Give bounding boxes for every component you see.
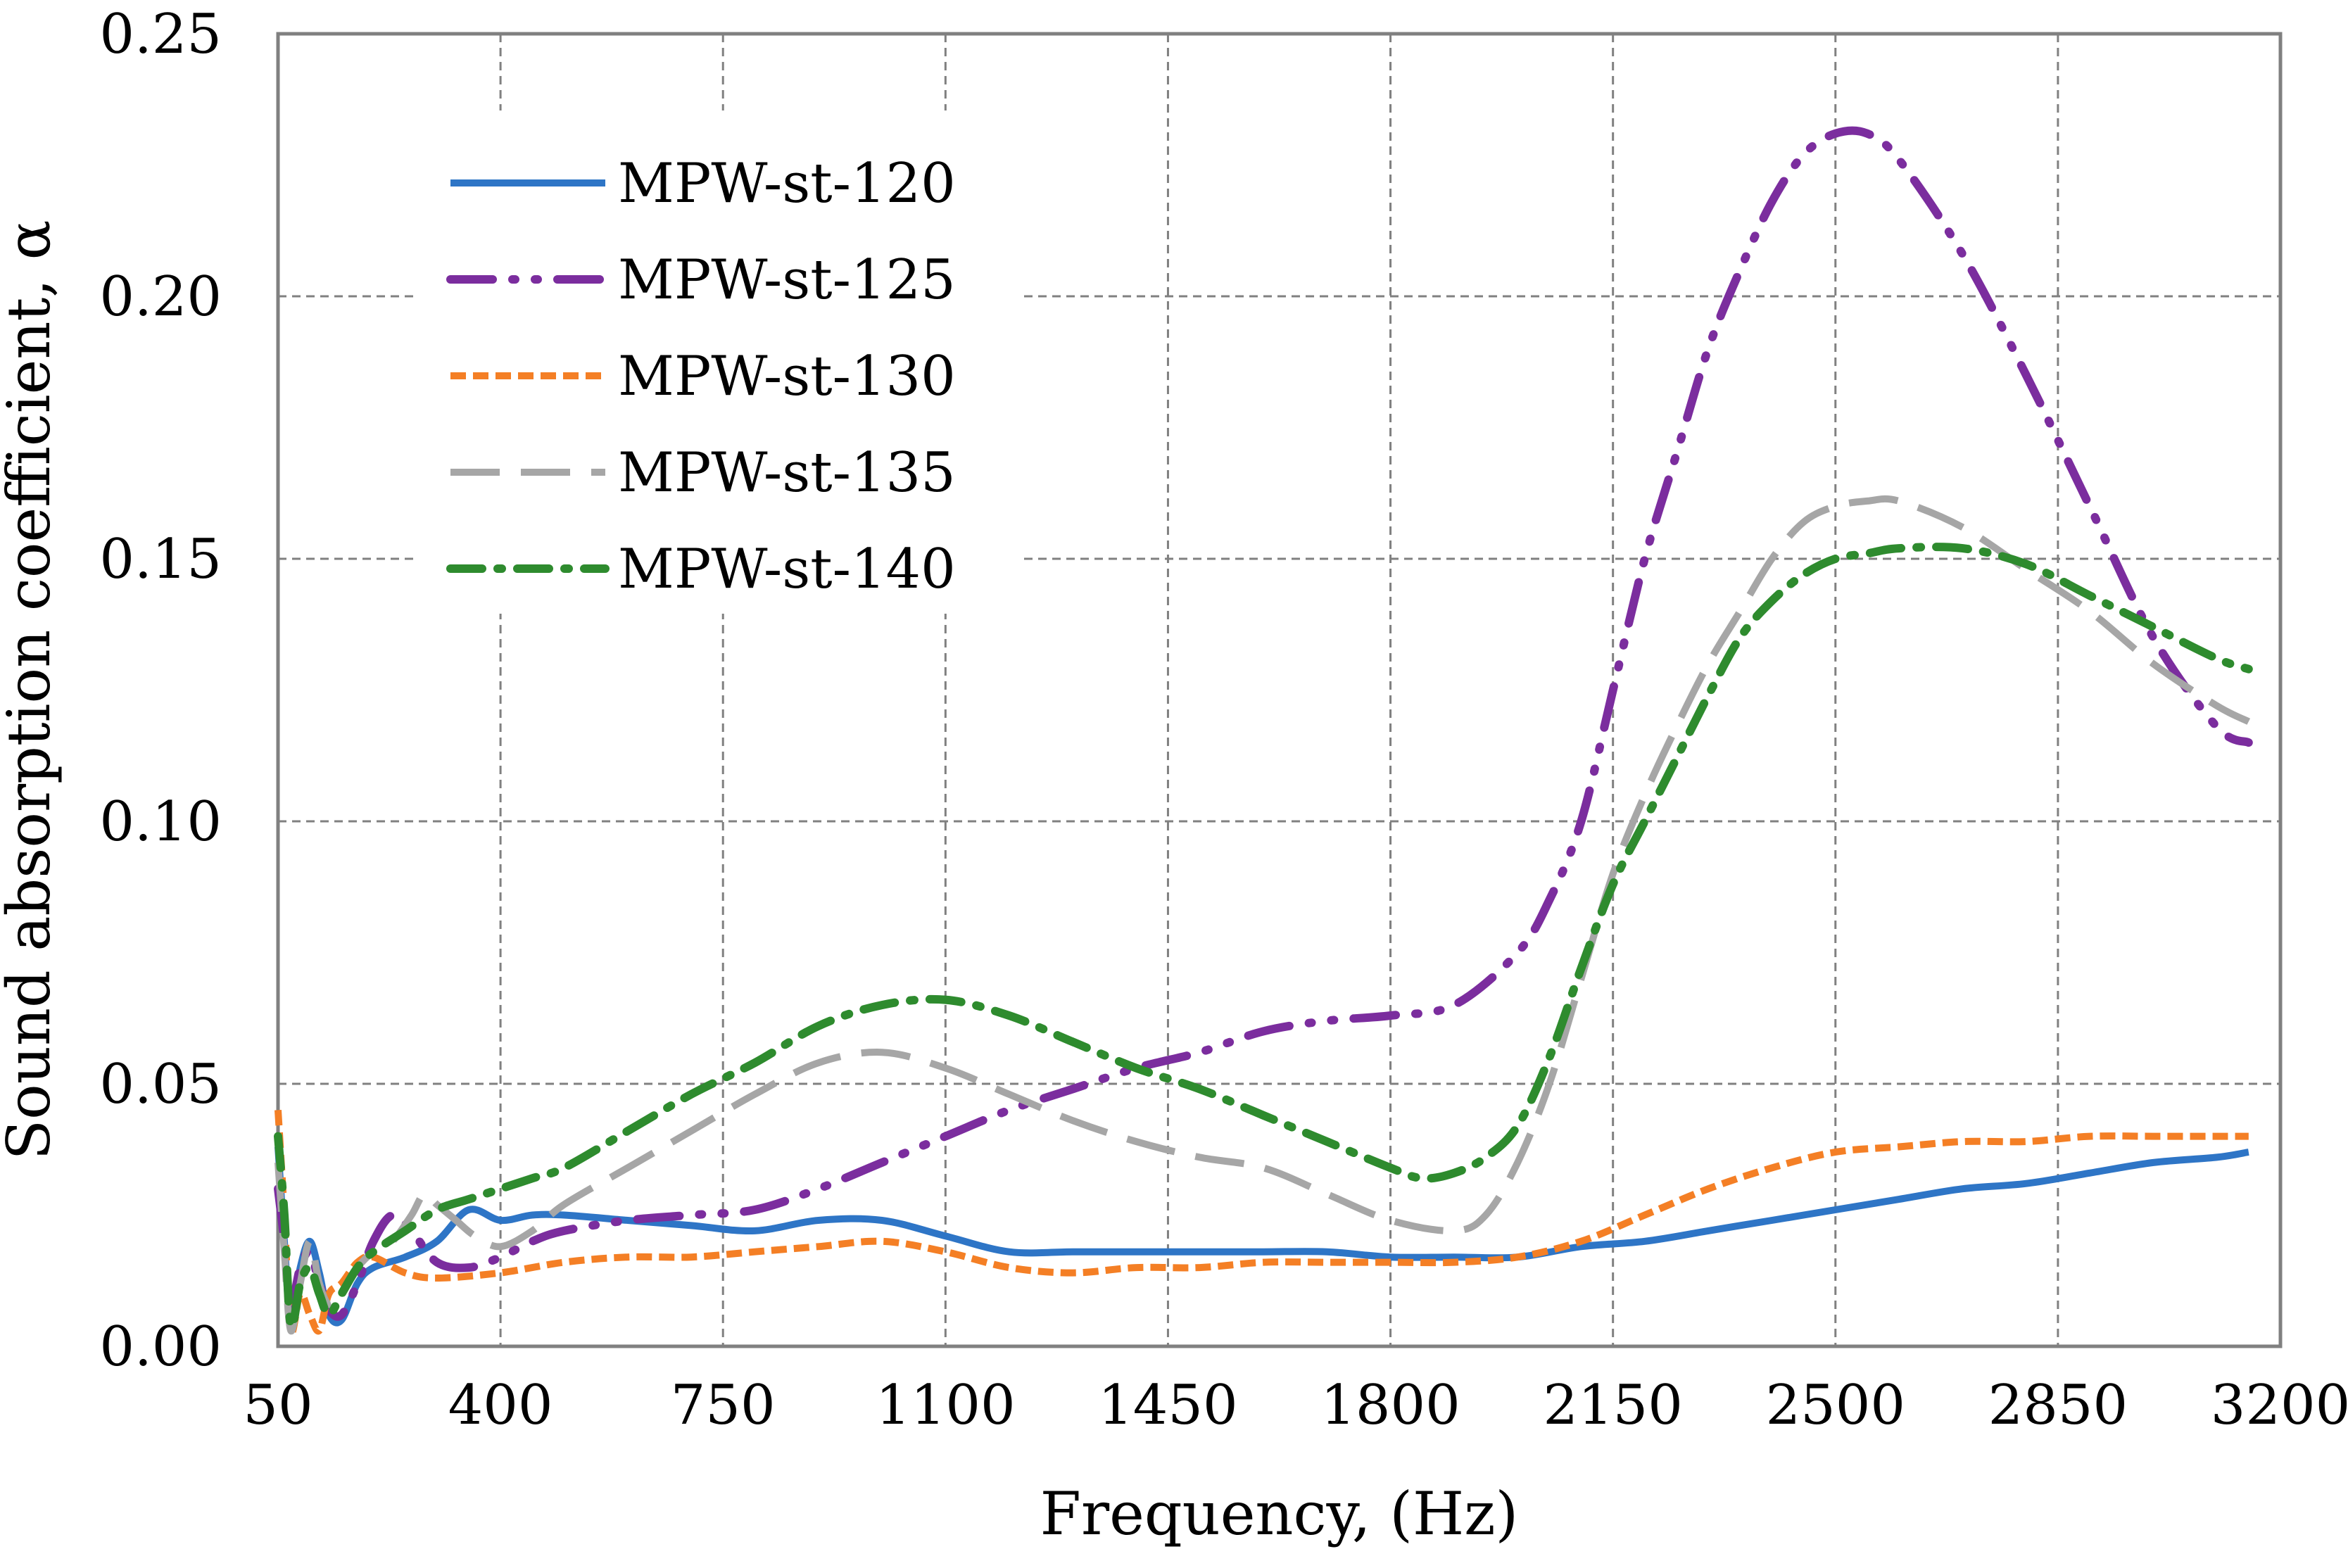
- series-line-mpw-st-140: [274, 543, 2253, 1332]
- legend-label: MPW-st-125: [618, 248, 956, 312]
- y-tick-label: 0.25: [99, 3, 222, 66]
- y-axis-label: Sound absorption coefficient, α: [0, 220, 63, 1161]
- x-tick-label: 750: [671, 1374, 776, 1437]
- x-tick-label: 1100: [876, 1374, 1016, 1437]
- x-tick-label: 3200: [2211, 1374, 2348, 1437]
- legend-label: MPW-st-135: [618, 441, 956, 505]
- y-tick-label: 0.00: [99, 1315, 222, 1379]
- legend-background: [415, 110, 1021, 614]
- x-tick-label: 50: [243, 1374, 313, 1437]
- x-tick-label: 1450: [1098, 1374, 1238, 1437]
- y-tick-label: 0.20: [99, 265, 222, 329]
- series-line-mpw-st-120: [274, 1146, 2249, 1327]
- legend-label: MPW-st-130: [618, 345, 956, 408]
- x-tick-label: 2150: [1543, 1374, 1683, 1437]
- x-tick-label: 2500: [1766, 1374, 1906, 1437]
- plot-frame: [276, 32, 2283, 1348]
- x-tick-label: 400: [448, 1374, 553, 1437]
- y-tick-label: 0.10: [99, 790, 222, 854]
- y-tick-label: 0.15: [99, 528, 222, 591]
- series-line-mpw-st-125: [274, 126, 2253, 1321]
- x-tick-label: 2850: [1988, 1374, 2128, 1437]
- x-tick-label: 1800: [1320, 1374, 1460, 1437]
- series-layer: [274, 126, 2253, 1336]
- legend-label: MPW-st-140: [618, 538, 956, 601]
- y-tick-label: 0.05: [99, 1053, 222, 1116]
- series-line-mpw-st-135: [274, 495, 2251, 1335]
- x-axis-label: Frequency, (Hz): [1040, 1479, 1519, 1548]
- series-line-mpw-st-130: [274, 1109, 2249, 1336]
- legend-label: MPW-st-120: [618, 152, 956, 215]
- tick-labels: 50 400 750 1100 1450 1800 2150 2500 2850 3200 0.00…: [99, 3, 2348, 1437]
- legend: MPW-st-120 MPW-st-125 MPW-st-130 MPW-st-135…: [415, 110, 1021, 614]
